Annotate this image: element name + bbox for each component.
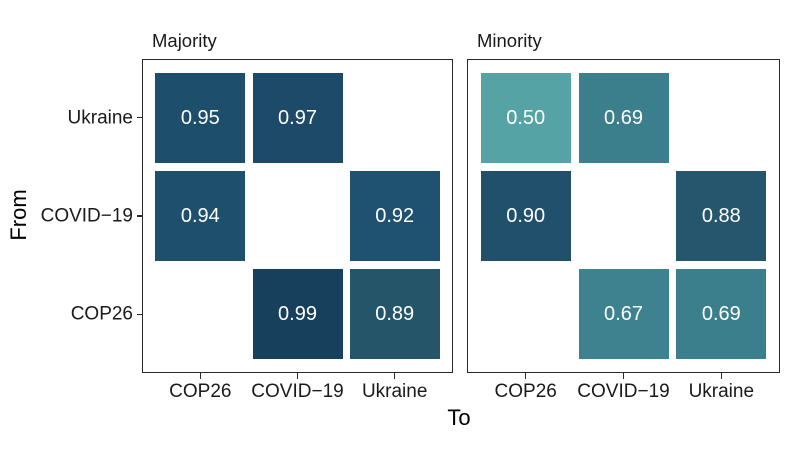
- tile-value: 0.90: [506, 205, 546, 227]
- heatmap-tile: 0.50: [480, 72, 571, 163]
- x-tick-mark: [622, 373, 625, 379]
- heatmap-tile: 0.92: [349, 171, 440, 261]
- tile-value: 0.92: [375, 205, 415, 227]
- heatmap-tile: 0.90: [480, 171, 571, 261]
- x-tick-label: COP26: [494, 381, 557, 402]
- heatmap-tile: 0.94: [155, 171, 246, 261]
- x-axis-title: To: [447, 405, 471, 430]
- x-tick-mark: [394, 373, 396, 379]
- tile-value: 0.67: [604, 303, 643, 326]
- tile-value: 0.50: [506, 106, 546, 129]
- x-tick-mark: [720, 373, 722, 379]
- tile-value: 0.95: [180, 106, 220, 129]
- tile-value: 0.99: [278, 303, 317, 326]
- y-tick-label: Ukraine: [67, 107, 133, 129]
- y-tick-mark: [136, 215, 142, 217]
- tile-value: 0.97: [278, 106, 317, 129]
- heatmap-tile: 0.99: [252, 269, 343, 360]
- x-tick-label: COVID−19: [577, 381, 670, 402]
- tile-value: 0.69: [701, 303, 741, 326]
- tile-value: 0.94: [180, 205, 220, 227]
- x-tick-label: Ukraine: [361, 381, 428, 402]
- tile-value: 0.89: [375, 303, 415, 326]
- x-tick-mark: [199, 373, 201, 379]
- x-tick-mark: [525, 373, 527, 379]
- heatmap-tile: 0.95: [155, 72, 246, 163]
- x-tick-label: COVID−19: [251, 381, 344, 402]
- y-tick-mark: [136, 117, 142, 119]
- heatmap-tile: 0.69: [676, 269, 767, 360]
- heatmap-tile: 0.97: [252, 72, 343, 163]
- x-tick-label: COP26: [169, 381, 232, 402]
- x-tick-label: Ukraine: [688, 381, 755, 402]
- heatmap-tile: 0.88: [676, 171, 767, 261]
- y-tick-mark: [136, 313, 142, 315]
- heatmap-tile: 0.67: [578, 269, 669, 360]
- facet-strip-label-majority: Majority: [152, 30, 217, 51]
- tile-value: 0.69: [604, 106, 643, 129]
- x-tick-mark: [296, 373, 299, 379]
- heatmap-tile: 0.69: [578, 72, 669, 163]
- heatmap-tile: 0.89: [349, 269, 440, 360]
- tile-value: 0.88: [701, 205, 741, 227]
- y-tick-label: COP26: [70, 303, 133, 325]
- facet-strip-label-minority: Minority: [477, 30, 542, 51]
- y-tick-label: COVID−19: [40, 205, 133, 227]
